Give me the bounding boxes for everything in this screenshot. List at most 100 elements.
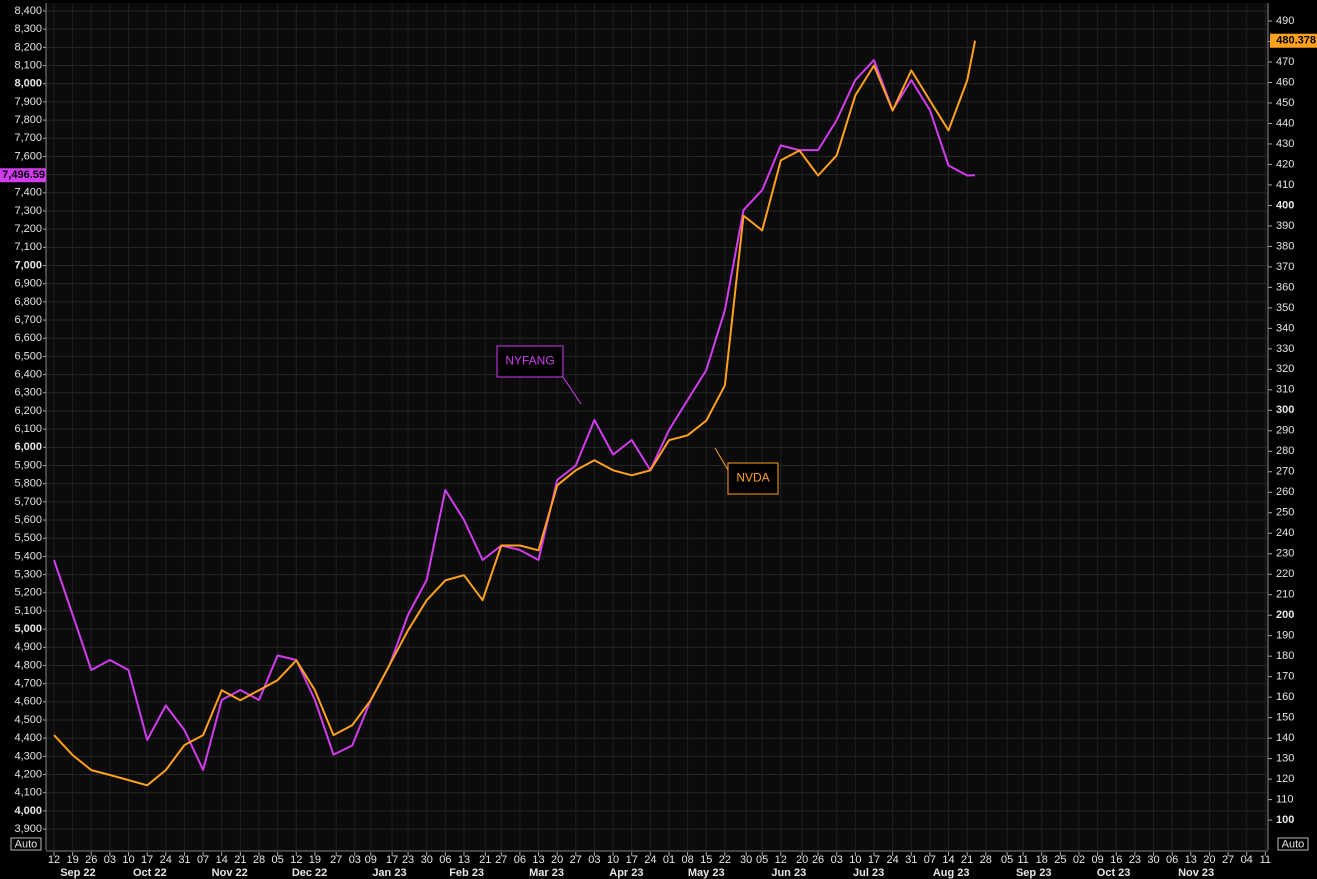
y2-tick-label: 260: [1276, 486, 1294, 498]
y-tick-label: 5,500: [14, 532, 42, 544]
y2-tick-label: 190: [1276, 630, 1294, 642]
x-tick-label: 31: [178, 854, 190, 866]
y-tick-label: 4,100: [14, 787, 42, 799]
x-tick-label: 10: [122, 854, 134, 866]
y2-tick-label: 460: [1276, 76, 1294, 88]
month-label: May 23: [688, 867, 725, 879]
y2-tick-label: 440: [1276, 117, 1294, 129]
y-tick-label: 6,100: [14, 423, 42, 435]
y-tick-label: 6,400: [14, 369, 42, 381]
x-tick-label: 27: [495, 854, 507, 866]
month-label: Apr 23: [609, 867, 643, 879]
x-tick-label: 06: [514, 854, 526, 866]
y-tick-label: 5,300: [14, 568, 42, 580]
month-label: Nov 22: [212, 867, 248, 879]
y-tick-label: 8,100: [14, 59, 42, 71]
x-tick-label: 16: [1110, 854, 1122, 866]
y2-tick-label: 490: [1276, 15, 1294, 27]
grid: [43, 3, 1272, 856]
y-tick-label: 4,900: [14, 641, 42, 653]
x-tick-label: 05: [1001, 854, 1013, 866]
y2-tick-label: 170: [1276, 671, 1294, 683]
y2-tick-label: 420: [1276, 158, 1294, 170]
y2-tick-label: 320: [1276, 363, 1294, 375]
y-tick-label: 5,000: [14, 623, 42, 635]
x-tick-label: 03: [588, 854, 600, 866]
y-tick-label: 4,000: [14, 805, 42, 817]
y-tick-label: 4,600: [14, 696, 42, 708]
x-tick-label: 11: [1017, 854, 1028, 866]
y2-tick-label: 280: [1276, 445, 1294, 457]
x-tick-label: 26: [812, 854, 824, 866]
x-tick-label: 27: [1222, 854, 1234, 866]
x-tick-label: 09: [1091, 854, 1103, 866]
y-tick-label: 7,200: [14, 223, 42, 235]
auto-button[interactable]: [1277, 837, 1309, 851]
y-tick-label: 4,700: [14, 678, 42, 690]
y-tick-label: 5,100: [14, 605, 42, 617]
y2-tick-label: 200: [1276, 609, 1294, 621]
y-tick-label: 8,300: [14, 23, 42, 35]
labels: 3,900 4,000 4,100 4,200 4,300 4,400 4,500 4,600…: [0, 5, 1317, 879]
x-tick-label: 05: [756, 854, 768, 866]
x-tick-label: 19: [66, 854, 78, 866]
y2-tick-label: 130: [1276, 753, 1294, 765]
month-label: Mar 23: [529, 867, 564, 879]
x-tick-label: 17: [141, 854, 153, 866]
y2-tick-label: 400: [1276, 199, 1294, 211]
y-tick-label: 5,800: [14, 478, 42, 490]
x-tick-label: 07: [197, 854, 209, 866]
auto-button-label[interactable]: Auto: [15, 838, 38, 850]
y-tick-label: 7,400: [14, 187, 42, 199]
x-tick-label: 06: [1166, 854, 1178, 866]
x-tick-label: 10: [607, 854, 619, 866]
x-tick-label: 20: [551, 854, 563, 866]
y-tick-label: 4,500: [14, 714, 42, 726]
y2-tick-label: 470: [1276, 56, 1294, 68]
y-tick-label: 6,600: [14, 332, 42, 344]
y-tick-label: 6,900: [14, 278, 42, 290]
y-tick-label: 5,400: [14, 550, 42, 562]
x-tick-label: 26: [85, 854, 97, 866]
x-tick-label: 31: [905, 854, 917, 866]
last-value-label: 7,496.59: [2, 169, 45, 181]
y-tick-label: 6,300: [14, 387, 42, 399]
y2-tick-label: 220: [1276, 568, 1294, 580]
x-tick-label: 11: [1260, 854, 1271, 866]
y2-tick-label: 390: [1276, 220, 1294, 232]
y-tick-label: 8,200: [14, 41, 42, 53]
y2-tick-label: 410: [1276, 179, 1294, 191]
y-tick-label: 7,900: [14, 96, 42, 108]
y-tick-label: 6,500: [14, 350, 42, 362]
month-label: Jun 23: [771, 867, 806, 879]
y-tick-label: 4,200: [14, 768, 42, 780]
x-tick-label: 30: [1147, 854, 1159, 866]
y-tick-label: 7,100: [14, 241, 42, 253]
x-tick-label: 20: [1203, 854, 1215, 866]
y-tick-label: 5,200: [14, 587, 42, 599]
y2-tick-label: 150: [1276, 712, 1294, 724]
x-tick-label: 14: [942, 854, 954, 866]
y-tick-label: 4,800: [14, 659, 42, 671]
y-tick-label: 7,300: [14, 205, 42, 217]
y-tick-label: 5,900: [14, 459, 42, 471]
y-tick-label: 3,900: [14, 823, 42, 835]
x-tick-label: 24: [644, 854, 656, 866]
x-tick-label: 28: [980, 854, 992, 866]
y-tick-label: 5,600: [14, 514, 42, 526]
auto-button-label[interactable]: Auto: [1282, 838, 1305, 850]
auto-button[interactable]: [10, 837, 42, 851]
y-tick-label: 6,700: [14, 314, 42, 326]
y-tick-label: 7,700: [14, 132, 42, 144]
y2-tick-label: 140: [1276, 732, 1294, 744]
y2-tick-label: 210: [1276, 589, 1294, 601]
x-tick-label: 14: [216, 854, 228, 866]
y2-tick-label: 240: [1276, 527, 1294, 539]
x-tick-label: 25: [1054, 854, 1066, 866]
plot-area: [46, 3, 1268, 850]
y2-tick-label: 180: [1276, 650, 1294, 662]
x-tick-label: 12: [48, 854, 60, 866]
y2-tick-label: 370: [1276, 261, 1294, 273]
x-tick-label: 07: [924, 854, 936, 866]
